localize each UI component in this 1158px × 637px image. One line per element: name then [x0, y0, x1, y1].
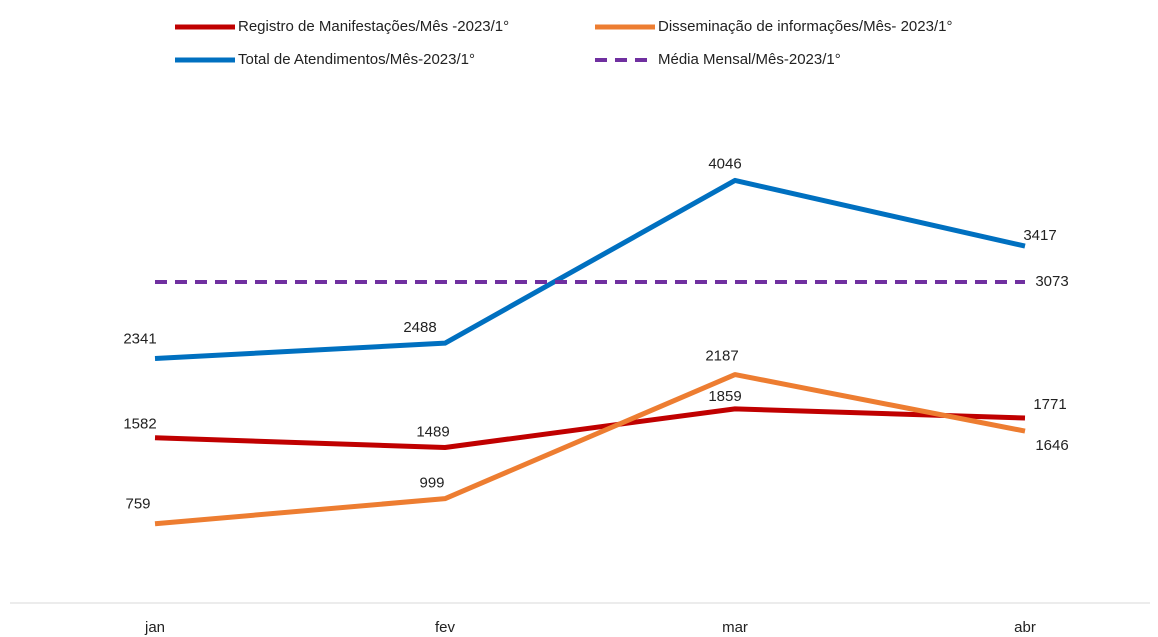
- data-label: 1582: [123, 416, 156, 433]
- data-label: 3417: [1023, 227, 1056, 244]
- legend-label: Disseminação de informações/Mês- 2023/1°: [658, 18, 952, 35]
- series-line: [154, 177, 1026, 361]
- data-label: 1646: [1035, 437, 1068, 454]
- data-label: 3073: [1035, 273, 1068, 290]
- data-label: 999: [419, 475, 444, 492]
- legend-label: Média Mensal/Mês-2023/1°: [658, 51, 841, 68]
- x-tick-label: abr: [1014, 619, 1036, 636]
- data-label: 2187: [705, 348, 738, 365]
- series-line: [154, 372, 1026, 527]
- legend-label: Registro de Manifestações/Mês -2023/1°: [238, 18, 509, 35]
- series-line: [154, 406, 1026, 450]
- legend-label: Total de Atendimentos/Mês-2023/1°: [238, 51, 475, 68]
- data-label: 1859: [708, 388, 741, 405]
- data-label: 2341: [123, 330, 156, 347]
- data-label: 759: [125, 496, 150, 513]
- data-label: 4046: [708, 155, 741, 172]
- x-tick-label: jan: [144, 619, 165, 636]
- data-label: 2488: [403, 319, 436, 336]
- x-tick-label: mar: [722, 619, 748, 636]
- x-tick-label: fev: [435, 619, 456, 636]
- data-label: 1771: [1033, 396, 1066, 413]
- data-label: 1489: [416, 423, 449, 440]
